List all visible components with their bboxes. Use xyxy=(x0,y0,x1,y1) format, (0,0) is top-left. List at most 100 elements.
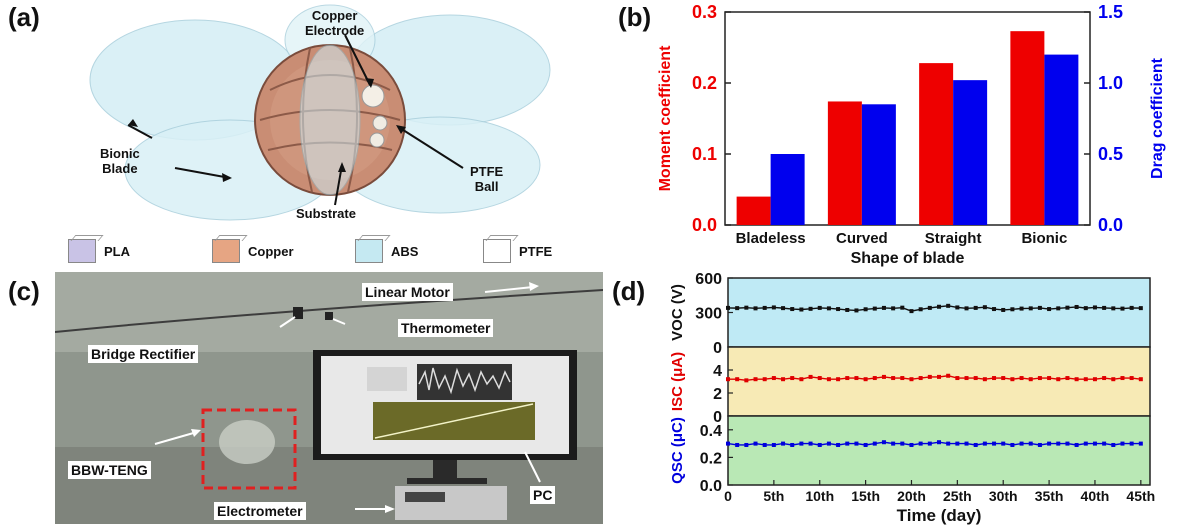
chart-d-point xyxy=(1129,441,1134,446)
chart-d-point xyxy=(1056,377,1061,382)
chart-b-bar-drag xyxy=(861,104,896,225)
chart-d-point xyxy=(946,303,951,308)
chart-d-point xyxy=(854,441,859,446)
chart-d-point xyxy=(753,377,758,382)
chart-d-point xyxy=(1138,306,1143,311)
chart-d-point xyxy=(1129,305,1134,310)
chart-d-point xyxy=(1019,441,1024,446)
chart-d-point xyxy=(982,377,987,382)
chart-b-bar-moment xyxy=(919,63,954,226)
chart-d-point xyxy=(1120,306,1125,311)
callout-linear-motor: Linear Motor xyxy=(362,283,453,301)
chart-b-bar-moment xyxy=(1010,31,1045,226)
chart-b-bar-moment xyxy=(736,196,771,225)
chart-d-point xyxy=(726,305,730,310)
chart-d-point xyxy=(955,376,960,381)
chart-d-point xyxy=(973,305,978,310)
chart-b-ytick-right-label: 0.0 xyxy=(1098,215,1123,235)
chart-d-point xyxy=(964,441,969,446)
chart-b-xtick-label: Bionic xyxy=(1021,230,1067,247)
chart-d-point xyxy=(771,376,776,381)
chart-d-point xyxy=(992,307,997,312)
chart-d-point xyxy=(937,304,941,309)
chart-d-point xyxy=(891,376,896,381)
chart-d-point xyxy=(799,441,804,446)
chart-d-point xyxy=(817,442,822,447)
legend-copper-swatch xyxy=(212,239,240,263)
chart-d-point xyxy=(863,377,868,382)
chart-d-point xyxy=(790,442,795,447)
chart-d-point xyxy=(891,441,896,446)
chart-d-point xyxy=(909,309,914,314)
chart-d-ylabel: VOC (V) xyxy=(669,284,686,341)
chart-d-point xyxy=(781,377,786,382)
chart-d-subplot-bg xyxy=(727,346,1151,417)
chart-b-ytick-right-label: 1.0 xyxy=(1098,73,1123,93)
chart-d-point xyxy=(863,307,868,312)
chart-d-point xyxy=(817,305,822,310)
chart-d-point xyxy=(1010,377,1015,382)
chart-d-point xyxy=(1001,376,1006,381)
panel-d-label: (d) xyxy=(612,276,646,306)
chart-d-ytick-label: 300 xyxy=(695,306,722,323)
chart-d-point xyxy=(927,305,932,310)
panel-c-label: (c) xyxy=(8,276,40,306)
chart-d-point xyxy=(1074,442,1079,447)
chart-d-point xyxy=(900,305,905,310)
chart-d-point xyxy=(1111,442,1116,447)
chart-d-point xyxy=(744,442,749,447)
chart-d-point xyxy=(799,307,804,312)
chart-d-ytick-label: 0.0 xyxy=(700,478,722,495)
chart-d-point xyxy=(845,307,850,312)
chart-d-ytick-label: 0.2 xyxy=(700,450,722,467)
chart-d-point xyxy=(881,440,886,445)
chart-d-point xyxy=(744,378,749,383)
chart-d-point xyxy=(753,441,758,446)
legend-pla-swatch xyxy=(68,239,96,263)
chart-d-xtick-label: 5th xyxy=(763,488,784,504)
chart-d-xtick-label: 0 xyxy=(724,488,732,504)
chart-d-point xyxy=(826,377,831,382)
experiment-photo xyxy=(55,272,603,524)
chart-d-point xyxy=(1120,441,1125,446)
chart-d-subplot-bg xyxy=(727,277,1151,348)
chart-d-point xyxy=(808,441,813,446)
chart-d-ylabel: QSC (μC) xyxy=(669,417,686,484)
chart-d-point xyxy=(1102,376,1107,381)
chart-d-point xyxy=(1074,304,1079,309)
chart-d-point xyxy=(1102,441,1107,446)
callout-substrate: Substrate xyxy=(296,206,356,221)
chart-d-point xyxy=(1047,441,1052,446)
chart-d-ytick-label: 0 xyxy=(713,340,722,357)
chart-d-point xyxy=(1019,376,1024,381)
chart-d-xtick-label: 10th xyxy=(805,488,834,504)
chart-d-point xyxy=(881,305,886,310)
chart-d-point xyxy=(1010,442,1015,447)
callout-electrometer: Electrometer xyxy=(214,502,306,520)
chart-d-point xyxy=(1074,377,1079,382)
chart-d-point xyxy=(826,306,831,311)
chart-d-ytick-label: 0.4 xyxy=(700,423,722,440)
chart-d-point xyxy=(781,441,786,446)
chart-d-series-line xyxy=(727,441,1141,446)
teng-highlight-box xyxy=(201,408,297,490)
callout-bbw-teng: BBW-TENG xyxy=(68,461,151,479)
chart-d-point xyxy=(808,374,813,379)
chart-d-point xyxy=(973,376,978,381)
legend-copper: Copper xyxy=(212,236,294,266)
chart-d-point xyxy=(836,377,841,382)
chart-d-point xyxy=(992,441,997,446)
chart-d-point xyxy=(1065,376,1070,381)
panel-b-label: (b) xyxy=(618,2,652,32)
chart-d-point xyxy=(872,441,877,446)
callout-thermometer: Thermometer xyxy=(398,319,494,337)
chart-d-point xyxy=(918,441,923,446)
panel-a-label: (a) xyxy=(8,2,40,32)
chart-d-series-line xyxy=(727,305,1141,312)
chart-d-point xyxy=(744,305,749,310)
chart-d-point xyxy=(863,442,868,447)
chart-d-point xyxy=(808,306,813,311)
chart-d-point xyxy=(1092,305,1097,310)
callout-ptfe-ball: PTFE Ball xyxy=(470,164,504,194)
chart-d-xtick-label: 35th xyxy=(1035,488,1064,504)
